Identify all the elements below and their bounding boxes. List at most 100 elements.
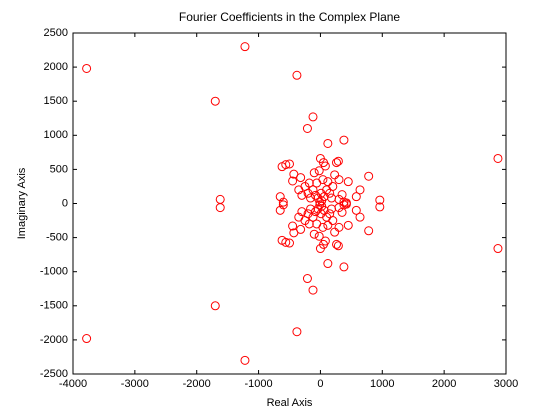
point xyxy=(82,334,92,344)
point xyxy=(493,244,503,254)
y-tick-label: -500 xyxy=(46,232,68,244)
point xyxy=(318,175,328,185)
x-tick-label: 1000 xyxy=(370,378,394,390)
point xyxy=(351,192,361,202)
point xyxy=(297,207,307,217)
point xyxy=(364,171,374,181)
point xyxy=(333,156,343,166)
point xyxy=(297,190,307,200)
point xyxy=(210,96,220,106)
point xyxy=(339,135,349,145)
point xyxy=(285,238,294,248)
point xyxy=(351,205,361,215)
point xyxy=(314,231,324,241)
point xyxy=(341,199,351,209)
y-tick-label: -1500 xyxy=(40,300,68,312)
point xyxy=(375,195,385,205)
point xyxy=(306,193,316,203)
point xyxy=(304,178,314,188)
y-tick-label: -1000 xyxy=(40,266,68,278)
point xyxy=(210,301,220,311)
point xyxy=(323,138,333,148)
point xyxy=(278,200,288,210)
point xyxy=(343,177,353,187)
point xyxy=(314,166,324,176)
point xyxy=(275,205,285,215)
point xyxy=(288,221,298,231)
point xyxy=(316,209,326,219)
point xyxy=(278,197,288,207)
point xyxy=(318,222,328,232)
plot-area xyxy=(72,32,507,375)
point xyxy=(327,204,337,214)
y-tick-label: -2000 xyxy=(40,334,68,346)
y-tick-label: 2500 xyxy=(44,27,68,39)
x-tick-label: 2000 xyxy=(432,378,456,390)
point xyxy=(308,212,318,222)
point xyxy=(308,285,318,295)
point xyxy=(339,262,349,272)
point xyxy=(343,220,353,230)
point xyxy=(323,177,333,187)
point xyxy=(304,219,314,229)
x-tick-label: -3000 xyxy=(121,378,149,390)
point xyxy=(315,197,325,207)
point xyxy=(292,327,302,337)
point xyxy=(303,188,313,198)
point xyxy=(323,259,333,269)
y-tick-label: 2000 xyxy=(44,61,68,73)
point xyxy=(240,42,250,52)
point xyxy=(493,153,503,163)
point xyxy=(330,170,340,180)
y-tick-label: 1000 xyxy=(44,129,68,141)
point xyxy=(82,63,92,73)
point xyxy=(323,220,333,230)
x-axis-label: Real Axis xyxy=(267,397,313,409)
y-tick-label: 500 xyxy=(50,163,68,175)
x-tick-label: 0 xyxy=(317,378,323,390)
point xyxy=(294,185,304,195)
point xyxy=(281,237,291,247)
point xyxy=(296,224,306,234)
point xyxy=(215,203,225,213)
y-tick-label: 1500 xyxy=(44,95,68,107)
y-axis-label: Imaginary Axis xyxy=(16,167,28,239)
point xyxy=(308,112,318,122)
point xyxy=(327,193,337,203)
point xyxy=(309,168,319,178)
point xyxy=(364,226,374,236)
point xyxy=(375,202,385,212)
point xyxy=(355,185,365,195)
point xyxy=(285,159,294,169)
point xyxy=(320,236,330,246)
point xyxy=(281,160,291,170)
point xyxy=(294,212,304,222)
point xyxy=(315,244,325,254)
x-tick-label: -2000 xyxy=(183,378,211,390)
point xyxy=(306,204,316,214)
point xyxy=(320,161,330,171)
x-tick-label: -4000 xyxy=(59,378,87,390)
point xyxy=(302,123,312,133)
x-tick-label: -1000 xyxy=(245,378,273,390)
chart-title: Fourier Coefficients in the Complex Plan… xyxy=(179,10,401,24)
point xyxy=(303,209,313,219)
point xyxy=(308,185,318,195)
point xyxy=(309,229,319,239)
point xyxy=(333,241,343,251)
point xyxy=(332,158,342,168)
point xyxy=(288,176,298,186)
point xyxy=(296,173,306,183)
y-tick-label: -2500 xyxy=(40,368,68,380)
point xyxy=(330,227,340,237)
y-tick-label: 0 xyxy=(62,197,68,209)
point xyxy=(275,192,285,202)
x-tick-label: 3000 xyxy=(494,378,518,390)
point xyxy=(315,153,325,163)
point xyxy=(332,239,342,249)
point xyxy=(315,200,325,210)
point xyxy=(302,274,312,284)
point xyxy=(292,70,302,80)
point xyxy=(316,188,326,198)
